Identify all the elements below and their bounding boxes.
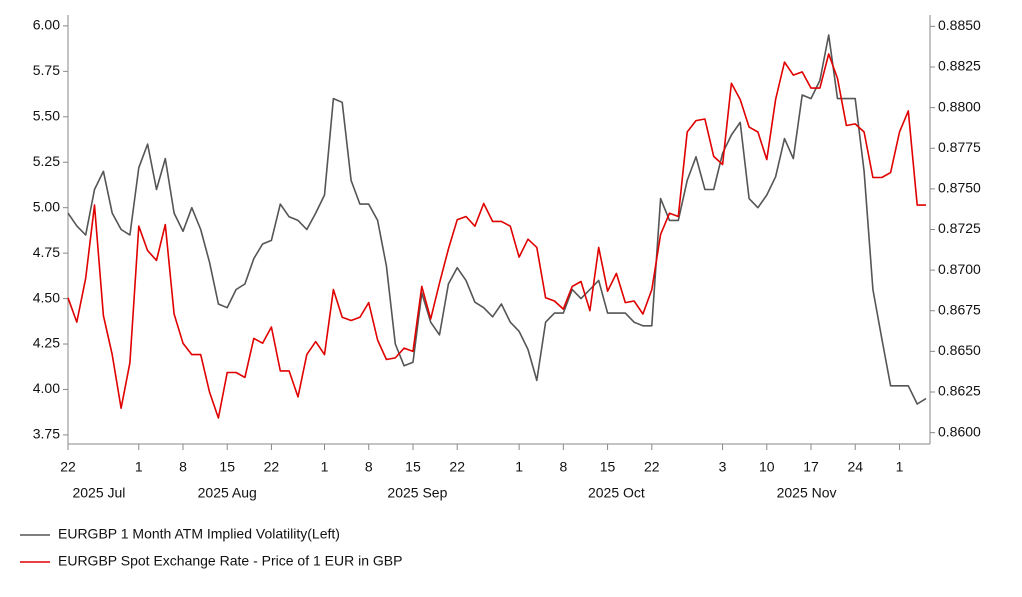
x-tick-label: 10 <box>759 459 775 475</box>
y2-tick-label: 0.8800 <box>938 98 981 114</box>
y2-tick-label: 0.8650 <box>938 342 981 358</box>
x-tick-label: 1 <box>135 459 143 475</box>
y-tick-label: 4.00 <box>33 380 60 396</box>
month-label: 2025 Jul <box>72 485 125 501</box>
y2-tick-label: 0.8700 <box>938 261 981 277</box>
y2-tick-label: 0.8775 <box>938 139 981 155</box>
x-tick-label: 1 <box>515 459 523 475</box>
x-tick-label: 15 <box>219 459 235 475</box>
x-tick-label: 22 <box>644 459 660 475</box>
series-line <box>67 53 926 419</box>
x-tick-label: 8 <box>559 459 567 475</box>
y-tick-label: 6.00 <box>33 17 60 33</box>
y-tick-label: 4.75 <box>33 244 60 260</box>
y-tick-label: 5.25 <box>33 153 60 169</box>
y-tick-label: 5.50 <box>33 107 60 123</box>
month-label: 2025 Nov <box>777 485 837 501</box>
x-tick-label: 17 <box>803 459 819 475</box>
x-tick-label: 8 <box>365 459 373 475</box>
y2-tick-label: 0.8600 <box>938 423 981 439</box>
month-label: 2025 Sep <box>387 485 447 501</box>
series-line <box>67 34 927 405</box>
x-tick-label: 8 <box>179 459 187 475</box>
y-tick-label: 5.00 <box>33 198 60 214</box>
month-label: 2025 Aug <box>198 485 257 501</box>
y2-tick-label: 0.8725 <box>938 220 981 236</box>
y-tick-label: 5.75 <box>33 62 60 78</box>
legend-label: EURGBP 1 Month ATM Implied Volatility(Le… <box>58 526 340 542</box>
x-tick-label: 15 <box>600 459 616 475</box>
y-tick-label: 3.75 <box>33 426 60 442</box>
x-tick-label: 1 <box>321 459 329 475</box>
x-tick-label: 24 <box>847 459 863 475</box>
y-tick-label: 4.50 <box>33 289 60 305</box>
y2-tick-label: 0.8625 <box>938 383 981 399</box>
x-tick-label: 22 <box>60 459 76 475</box>
y2-tick-label: 0.8825 <box>938 58 981 74</box>
x-tick-label: 3 <box>719 459 727 475</box>
x-tick-label: 22 <box>264 459 280 475</box>
legend-label: EURGBP Spot Exchange Rate - Price of 1 E… <box>58 553 402 569</box>
x-tick-label: 15 <box>405 459 421 475</box>
month-label: 2025 Oct <box>588 485 645 501</box>
y2-tick-label: 0.8750 <box>938 180 981 196</box>
y2-tick-label: 0.8850 <box>938 17 981 33</box>
y2-tick-label: 0.8675 <box>938 301 981 317</box>
x-tick-label: 22 <box>449 459 465 475</box>
x-tick-label: 1 <box>896 459 904 475</box>
y-tick-label: 4.25 <box>33 335 60 351</box>
